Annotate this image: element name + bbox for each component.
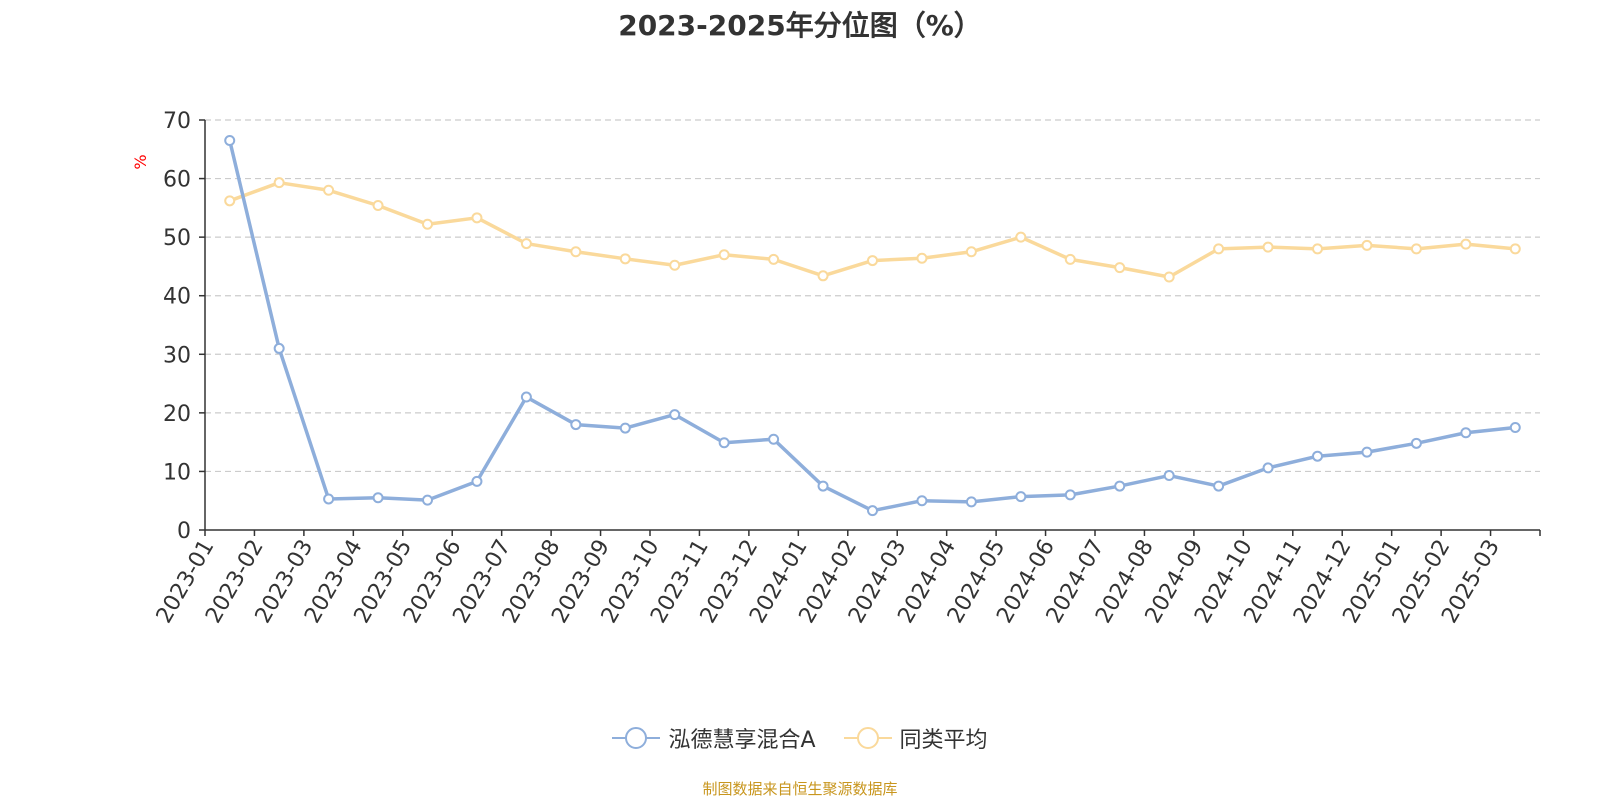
y-tick-label: 10 <box>163 460 191 485</box>
data-point-series2[interactable] <box>916 252 928 264</box>
y-tick-label: 0 <box>177 519 191 544</box>
data-point-series2[interactable] <box>1015 231 1027 243</box>
y-tick-label: 20 <box>163 402 191 427</box>
data-point-series2[interactable] <box>1361 239 1373 251</box>
y-axis-label: % <box>131 154 150 169</box>
data-point-series2[interactable] <box>372 200 384 212</box>
data-point-series2[interactable] <box>471 212 483 224</box>
data-point-series1[interactable] <box>520 391 532 403</box>
y-tick-label: 40 <box>163 285 191 310</box>
data-point-series2[interactable] <box>718 249 730 261</box>
data-point-series1[interactable] <box>1163 470 1175 482</box>
data-point-series1[interactable] <box>1460 427 1472 439</box>
data-point-series2[interactable] <box>273 177 285 189</box>
data-point-series2[interactable] <box>224 195 236 207</box>
legend-item-series2[interactable]: 同类平均 <box>843 722 988 754</box>
data-point-series2[interactable] <box>1460 238 1472 250</box>
data-point-series2[interactable] <box>422 218 433 230</box>
data-point-series1[interactable] <box>817 480 829 492</box>
data-point-series2[interactable] <box>1262 241 1274 253</box>
data-point-series1[interactable] <box>669 409 681 421</box>
legend-marker-series1 <box>612 727 661 749</box>
data-point-series2[interactable] <box>817 270 829 282</box>
data-point-series1[interactable] <box>1361 446 1373 458</box>
data-point-series1[interactable] <box>1410 437 1422 449</box>
data-point-series2[interactable] <box>1064 253 1076 265</box>
data-point-series1[interactable] <box>718 437 730 449</box>
grid-lines <box>205 119 1540 473</box>
legend-item-series1[interactable]: 泓德慧享混合A <box>612 722 816 754</box>
data-point-series1[interactable] <box>422 494 433 506</box>
chart-title: 2023-2025年分位图（%） <box>618 9 982 42</box>
data-point-series1[interactable] <box>1312 450 1323 462</box>
legend-label-series1: 泓德慧享混合A <box>668 728 816 753</box>
data-point-series2[interactable] <box>1114 262 1126 274</box>
source-note: 制图数据来自恒生聚源数据库 <box>702 780 898 798</box>
data-point-series2[interactable] <box>1410 243 1422 255</box>
data-point-series1[interactable] <box>1213 480 1225 492</box>
data-point-series1[interactable] <box>273 342 285 354</box>
data-point-series2[interactable] <box>1509 243 1521 255</box>
data-point-series2[interactable] <box>323 184 335 196</box>
data-point-series1[interactable] <box>372 492 384 504</box>
data-point-series2[interactable] <box>669 259 681 271</box>
data-point-series1[interactable] <box>619 422 631 434</box>
legend: 泓德慧享混合A 同类平均 <box>0 722 1600 754</box>
data-point-series2[interactable] <box>1312 243 1323 255</box>
data-point-series2[interactable] <box>570 246 582 258</box>
data-point-series1[interactable] <box>224 135 236 146</box>
data-point-series1[interactable] <box>768 433 780 445</box>
y-tick-label: 30 <box>163 343 191 368</box>
data-point-series2[interactable] <box>1163 271 1175 283</box>
data-point-series2[interactable] <box>1213 243 1225 255</box>
data-point-series1[interactable] <box>916 495 928 507</box>
data-point-series1[interactable] <box>1064 489 1076 501</box>
y-tick-label: 70 <box>163 109 191 134</box>
data-point-series1[interactable] <box>1015 491 1027 503</box>
data-point-series2[interactable] <box>965 246 977 258</box>
data-point-series1[interactable] <box>1509 422 1521 433</box>
axes: 0102030405060702023-012023-022023-032023… <box>152 109 1541 628</box>
y-tick-label: 60 <box>163 168 191 193</box>
data-point-series1[interactable] <box>1262 462 1274 474</box>
legend-marker-series2 <box>843 727 892 749</box>
data-point-series1[interactable] <box>570 419 582 431</box>
data-point-series1[interactable] <box>1114 480 1126 492</box>
data-point-series1[interactable] <box>965 496 977 508</box>
series <box>224 135 1521 517</box>
data-point-series1[interactable] <box>471 475 483 487</box>
data-point-series2[interactable] <box>768 253 780 265</box>
data-point-series2[interactable] <box>867 255 878 267</box>
data-point-series2[interactable] <box>520 238 532 250</box>
data-point-series1[interactable] <box>323 493 335 505</box>
legend-label-series2: 同类平均 <box>899 728 988 753</box>
data-point-series1[interactable] <box>867 505 878 517</box>
data-point-series2[interactable] <box>619 253 631 265</box>
y-tick-label: 50 <box>163 226 191 251</box>
